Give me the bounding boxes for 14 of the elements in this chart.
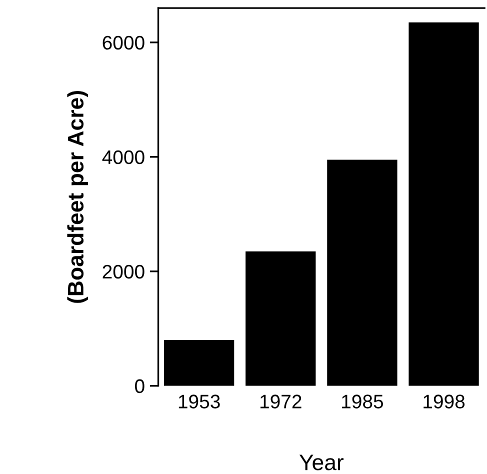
bar <box>164 340 234 386</box>
bar <box>246 251 316 386</box>
y-tick-label: 6000 <box>102 36 144 50</box>
y-tick-label: 4000 <box>102 150 144 164</box>
x-axis-title: Year <box>299 454 344 470</box>
x-tick-label: 1985 <box>342 394 384 408</box>
y-axis-title: (Boardfeet per Acre) <box>67 91 88 303</box>
y-tick-label: 0 <box>135 379 144 394</box>
x-tick-label: 1972 <box>260 394 302 408</box>
x-tick-label: 1953 <box>178 394 220 408</box>
y-tick-label: 2000 <box>102 264 144 279</box>
x-tick-label: 1998 <box>424 394 465 408</box>
bar <box>327 160 398 386</box>
bar <box>408 22 479 386</box>
